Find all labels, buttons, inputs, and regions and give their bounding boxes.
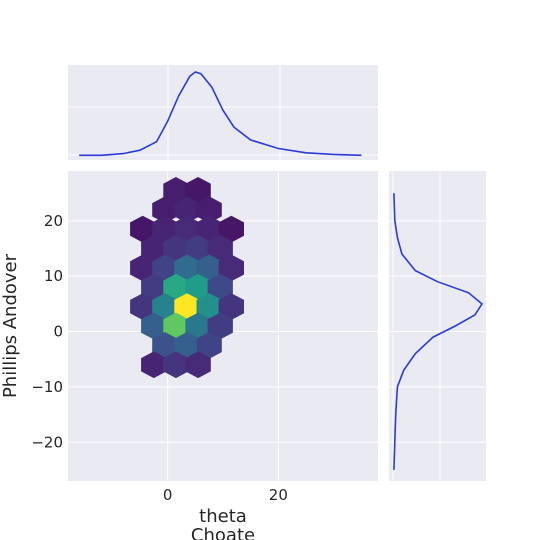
- hexbin-17: [196, 254, 222, 282]
- y-tick-label: 10: [44, 267, 63, 285]
- x-tick-label: 0: [163, 486, 173, 504]
- hexbin-14: [130, 254, 156, 282]
- hexbin-37: [185, 351, 211, 379]
- hexbin-28: [141, 312, 167, 340]
- hexbin-23: [130, 293, 156, 320]
- hexbin-11: [163, 235, 189, 262]
- y-tick-label: −10: [31, 378, 63, 396]
- hexbin-3: [174, 196, 200, 224]
- y-tick-label: 0: [53, 323, 63, 341]
- hexbin-24: [152, 293, 178, 320]
- x-axis-label-line1: theta: [199, 506, 247, 527]
- hexbin-15: [152, 254, 178, 282]
- y-tick-label: 20: [44, 212, 63, 230]
- hexbin-1: [185, 177, 211, 204]
- hexbin-20: [163, 273, 189, 301]
- hexbin-34: [196, 332, 222, 359]
- marginal-y-kde-line: [393, 193, 484, 470]
- hexbin-26: [196, 293, 222, 320]
- marginal-x-kde-line: [79, 71, 362, 157]
- hexbin-12: [185, 235, 211, 262]
- x-axis-label-line2: Choate: [191, 525, 255, 540]
- hexbin-36: [163, 351, 189, 379]
- marginal-y-panel: [389, 171, 486, 481]
- hexbin-19: [141, 273, 167, 301]
- hexbin-31: [207, 312, 233, 340]
- hexbin-16: [174, 254, 200, 282]
- hexbin-21: [185, 273, 211, 301]
- tick-labels: 0 20 20 10 0 −10 −20: [31, 212, 288, 504]
- hexbin-27: [218, 293, 244, 320]
- hexbin-29: [163, 312, 189, 340]
- hexbin-0: [163, 177, 189, 204]
- hexbin-8: [196, 215, 222, 243]
- x-tick-label: 20: [269, 486, 288, 504]
- hexbin-10: [141, 235, 167, 262]
- hexbin-30: [185, 312, 211, 340]
- hexbin-2: [152, 196, 178, 224]
- hexbin-4: [196, 196, 222, 224]
- hexbin-32: [152, 332, 178, 359]
- marginal-y-gridlines: [389, 220, 486, 443]
- marginal-x-panel: [68, 65, 378, 160]
- hexbin-13: [207, 235, 233, 262]
- hexbin-6: [152, 215, 178, 243]
- hexbin-7: [174, 215, 200, 243]
- hexbin-33: [174, 332, 200, 359]
- main-panel: 0 20 20 10 0 −10 −20: [31, 171, 378, 504]
- hexbin-layer: [130, 177, 244, 379]
- hexbin-35: [141, 351, 167, 379]
- y-axis-label: Phillips Andover: [0, 253, 21, 398]
- hexbin-5: [130, 215, 156, 243]
- marginal-x-background: [68, 65, 378, 160]
- marginal-y-background: [389, 171, 486, 481]
- hexbin-25: [174, 293, 200, 320]
- hexbin-18: [218, 254, 244, 282]
- y-tick-label: −20: [31, 433, 63, 451]
- hexbin-9: [218, 215, 244, 243]
- hexbin-22: [207, 273, 233, 301]
